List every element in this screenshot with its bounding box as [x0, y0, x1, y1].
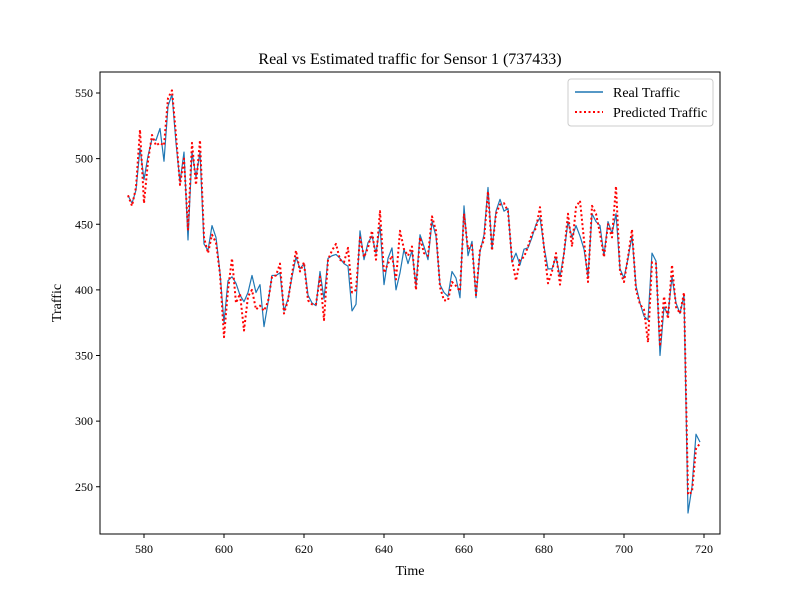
y-tick-label: 500 [75, 152, 93, 166]
y-tick: 500 [75, 152, 100, 166]
x-tick-label: 700 [615, 542, 633, 556]
legend-label-real-traffic: Real Traffic [613, 86, 680, 101]
series-line-predicted-traffic [127, 89, 701, 496]
y-tick: 250 [75, 480, 100, 494]
y-tick-label: 450 [75, 217, 93, 231]
x-tick: 720 [695, 534, 713, 556]
legend-label-predicted-traffic: Predicted Traffic [613, 106, 707, 121]
plot-area [99, 71, 721, 535]
x-tick-label: 580 [135, 542, 153, 556]
x-tick-label: 620 [295, 542, 313, 556]
y-axis-ticks: 250 300 350 400 450 500 550 [75, 86, 100, 494]
x-tick: 680 [535, 534, 553, 556]
x-tick: 620 [295, 534, 313, 556]
x-tick: 660 [455, 534, 473, 556]
y-tick-label: 400 [75, 283, 93, 297]
x-tick: 580 [135, 534, 153, 556]
y-tick-label: 550 [75, 86, 93, 100]
x-axis-ticks: 580 600 620 640 660 680 700 720 [135, 534, 713, 556]
chart-title: Real vs Estimated traffic for Sensor 1 (… [258, 51, 561, 68]
series-layer [127, 89, 701, 514]
y-tick-label: 250 [75, 480, 93, 494]
x-axis-label: Time [395, 564, 424, 579]
x-tick-label: 680 [535, 542, 553, 556]
x-tick-label: 600 [215, 542, 233, 556]
x-tick-label: 640 [375, 542, 393, 556]
y-tick: 450 [75, 217, 100, 231]
y-tick: 400 [75, 283, 100, 297]
y-tick: 300 [75, 414, 100, 428]
y-axis-label: Traffic [50, 284, 65, 322]
legend-box [567, 78, 714, 127]
x-tick: 600 [215, 534, 233, 556]
y-tick: 550 [75, 86, 100, 100]
x-tick: 700 [615, 534, 633, 556]
x-tick: 640 [375, 534, 393, 556]
y-tick-label: 300 [75, 414, 93, 428]
x-tick-label: 720 [695, 542, 713, 556]
axes-frame [99, 71, 721, 535]
y-tick: 350 [75, 349, 100, 363]
x-tick-label: 660 [455, 542, 473, 556]
legend: Real Traffic Predicted Traffic [567, 78, 714, 127]
y-tick-label: 350 [75, 349, 93, 363]
